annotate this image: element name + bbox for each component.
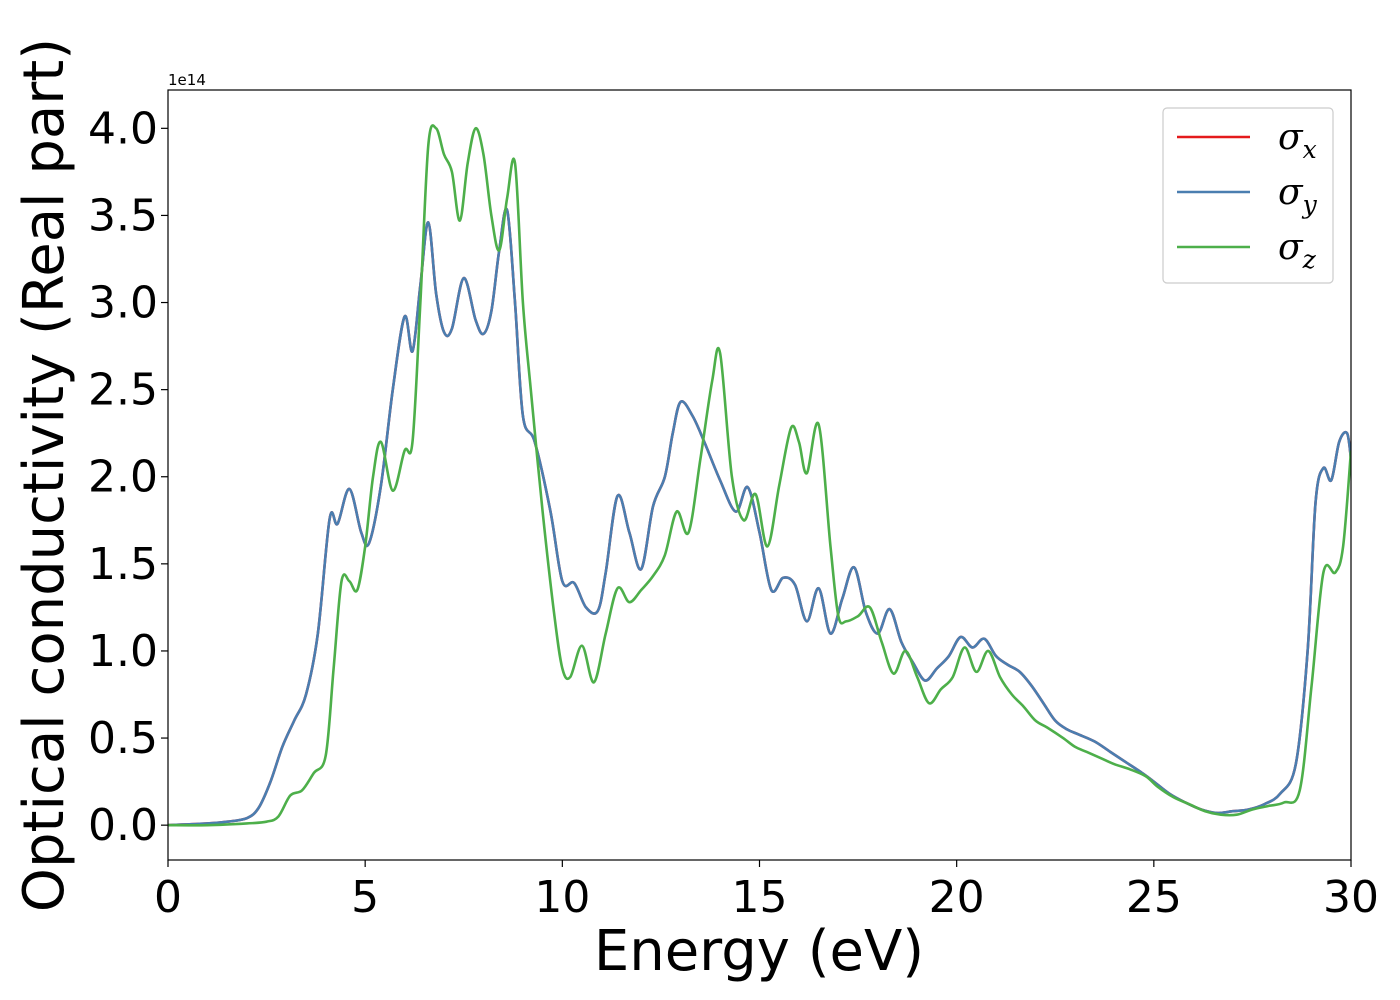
legend-label-y: σy	[1278, 172, 1318, 219]
x-axis-title: Energy (eV)	[594, 919, 924, 984]
y-tick-label: 3.0	[88, 278, 158, 329]
series-line-z	[168, 124, 1351, 827]
x-tick-label: 20	[929, 872, 985, 923]
x-tick-label: 10	[534, 872, 590, 923]
y-axis: 0.0 0.5 1.0 1.5 2.0 2.5 3.0 3.5 4.0	[88, 103, 168, 851]
x-tick-label: 25	[1126, 872, 1182, 923]
series-layer	[168, 124, 1351, 827]
y-tick-label: 0.0	[88, 800, 158, 851]
y-tick-label: 2.0	[88, 452, 158, 503]
x-tick-label: 0	[154, 872, 182, 923]
legend-label-z: σz	[1278, 227, 1317, 274]
x-axis: 0 5 10 15 20 25 30	[154, 860, 1379, 923]
plot-area	[168, 90, 1351, 860]
x-tick-label: 5	[351, 872, 379, 923]
y-tick-label: 2.5	[88, 365, 158, 416]
y-tick-label: 3.5	[88, 190, 158, 241]
y-tick-label: 0.5	[88, 713, 158, 764]
y-tick-label: 1.5	[88, 539, 158, 590]
x-tick-label: 30	[1323, 872, 1379, 923]
y-tick-label: 4.0	[88, 103, 158, 154]
legend-frame	[1162, 107, 1334, 284]
y-axis-title: Optical conductivity (Real part)	[12, 38, 77, 912]
y-tick-label: 1.0	[88, 626, 158, 677]
legend: σx σy σz	[1162, 107, 1334, 284]
legend-label-x: σx	[1278, 117, 1317, 164]
x-tick-label: 15	[732, 872, 788, 923]
y-offset-label: 1e14	[168, 71, 206, 89]
